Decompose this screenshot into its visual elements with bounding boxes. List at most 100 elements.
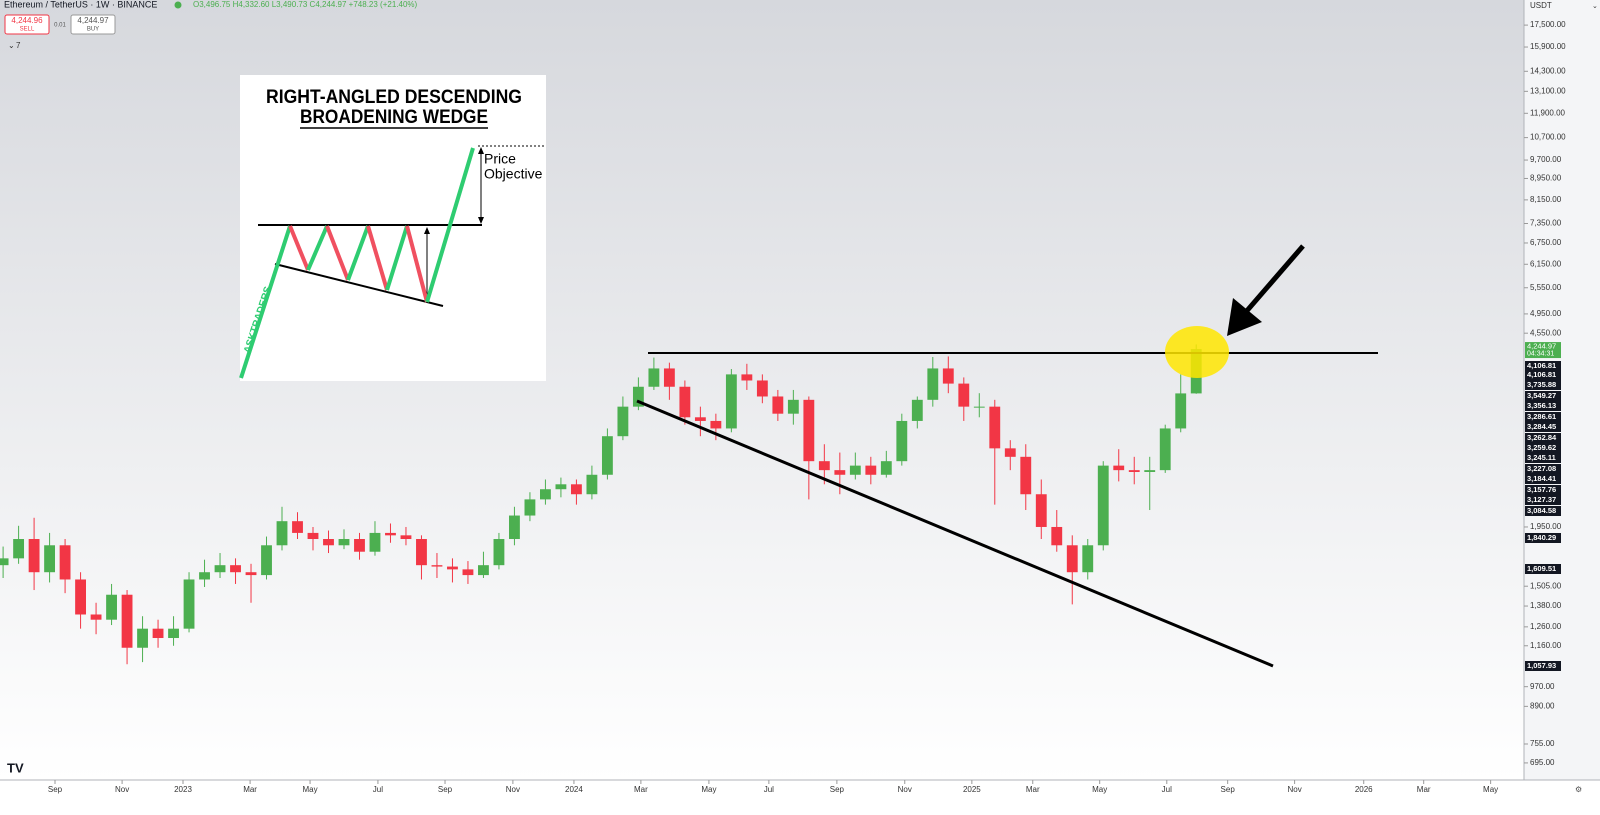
- price-label-bg: [1525, 391, 1561, 401]
- sell-label: SELL: [20, 27, 35, 33]
- candle-body: [818, 461, 830, 471]
- y-tick-label: 6,750.00: [1530, 238, 1562, 247]
- candle-body: [601, 436, 613, 475]
- x-tick-label: Mar: [1417, 785, 1431, 794]
- candle-body: [1035, 494, 1047, 527]
- candle-body: [400, 535, 412, 540]
- currency-menu[interactable]: ⌄: [1592, 3, 1598, 10]
- settings[interactable]: ⚙: [1575, 785, 1582, 794]
- price-label-bg: [1525, 422, 1561, 432]
- wave-down: [288, 225, 310, 271]
- candle-body: [570, 484, 582, 495]
- price-label: 1,840.29: [1527, 533, 1556, 542]
- buy-price: 4,244.97: [77, 16, 109, 25]
- inset-title: RIGHT-ANGLED DESCENDING: [266, 87, 522, 108]
- price-labels: 4,244.9704:34:314,106.814,106.813,735.88…: [1525, 342, 1561, 671]
- plot: [0, 344, 1202, 665]
- wave-up: [239, 225, 292, 379]
- price-label: 3,245.11: [1527, 453, 1556, 462]
- candle-body: [106, 594, 117, 620]
- x-tick-label: Jul: [764, 785, 774, 794]
- candle-body: [509, 515, 520, 540]
- y-tick-label: 11,900.00: [1530, 108, 1566, 117]
- x-tick-label: Mar: [243, 785, 257, 794]
- candle-body: [756, 380, 768, 397]
- arrow-head: [1227, 298, 1262, 336]
- sell-button[interactable]: [4, 14, 50, 35]
- y-tick-label: 6,150.00: [1530, 259, 1562, 268]
- candle-body: [1066, 545, 1078, 573]
- price-label-bg: [1525, 533, 1561, 543]
- y-tick-label: 17,500.00: [1530, 20, 1566, 29]
- candle-body: [648, 368, 660, 387]
- y-tick-label: 1,160.00: [1530, 641, 1562, 650]
- candle-body: [137, 628, 148, 648]
- candle-body: [942, 368, 954, 384]
- y-tick-label: 8,150.00: [1530, 195, 1562, 204]
- price-label: 4,106.81: [1527, 361, 1556, 370]
- x-tick-label: May: [701, 785, 716, 794]
- x-tick-label: Jul: [373, 785, 383, 794]
- price-label-bg: [1525, 661, 1561, 671]
- candle-body: [152, 628, 164, 639]
- indicator-count[interactable]: 7: [16, 41, 21, 50]
- candle-body: [555, 484, 567, 490]
- buy-button[interactable]: [70, 14, 116, 35]
- candle-body: [0, 558, 9, 566]
- y-tick-label: 14,300.00: [1530, 66, 1566, 75]
- candle-body: [694, 417, 706, 421]
- price-label-bg: [1525, 564, 1561, 574]
- candle-body: [710, 420, 722, 429]
- candle-body: [927, 368, 939, 400]
- price-label: 3,356.13: [1527, 401, 1556, 410]
- candle-body: [245, 572, 257, 576]
- candle-body: [1113, 465, 1125, 471]
- candle-body: [1051, 526, 1063, 546]
- countdown: 04:34:31: [1527, 350, 1554, 357]
- candle-body: [354, 539, 365, 552]
- currency[interactable]: USDT: [1530, 1, 1552, 10]
- candle-body: [880, 461, 892, 475]
- x-tick-label: Nov: [1287, 785, 1301, 794]
- price-label-bg: [1525, 485, 1561, 495]
- x-tick-label: Nov: [506, 785, 520, 794]
- inset-label: Price: [484, 151, 516, 167]
- candle-body: [121, 594, 133, 648]
- candle-body: [28, 539, 40, 573]
- x-tick-label: Mar: [1026, 785, 1040, 794]
- indicator-toggle[interactable]: ⌄: [8, 41, 15, 50]
- price-label-bg: [1525, 464, 1561, 474]
- candle-body: [725, 374, 737, 429]
- x-tick-label: Mar: [634, 785, 648, 794]
- candle-body: [44, 545, 56, 573]
- candle-body: [214, 565, 226, 573]
- highlight: [1165, 326, 1229, 378]
- price-label: 3,259.62: [1527, 443, 1556, 452]
- x-tick-label: May: [1483, 785, 1498, 794]
- price-label: 3,084.58: [1527, 506, 1556, 515]
- x-tick-label: Sep: [1221, 785, 1236, 794]
- inset-label: Objective: [484, 166, 543, 182]
- last-price-tag: [1525, 342, 1561, 359]
- wave-up: [425, 147, 475, 303]
- candle-body: [75, 579, 86, 615]
- price-label-bg: [1525, 443, 1561, 453]
- candle-body: [168, 628, 179, 639]
- candle-body: [323, 539, 334, 546]
- candle-body: [90, 614, 102, 620]
- candle-body: [1175, 393, 1187, 429]
- candle-body: [59, 545, 71, 580]
- x-tick-label: May: [1092, 785, 1107, 794]
- symbol: Ethereum / TetherUS · 1W · BINANCE: [4, 0, 157, 9]
- time-axis: [0, 780, 1600, 810]
- candle-body: [276, 521, 288, 546]
- y-tick-label: 7,350.00: [1530, 219, 1562, 228]
- inset-title: BROADENING WEDGE: [300, 107, 488, 128]
- x-tick-label: May: [302, 785, 317, 794]
- price-label-bg: [1525, 380, 1561, 390]
- price-label-bg: [1525, 433, 1561, 443]
- candle-body: [772, 396, 784, 414]
- price-label: 1,057.93: [1527, 661, 1556, 670]
- buy-label: BUY: [87, 27, 99, 33]
